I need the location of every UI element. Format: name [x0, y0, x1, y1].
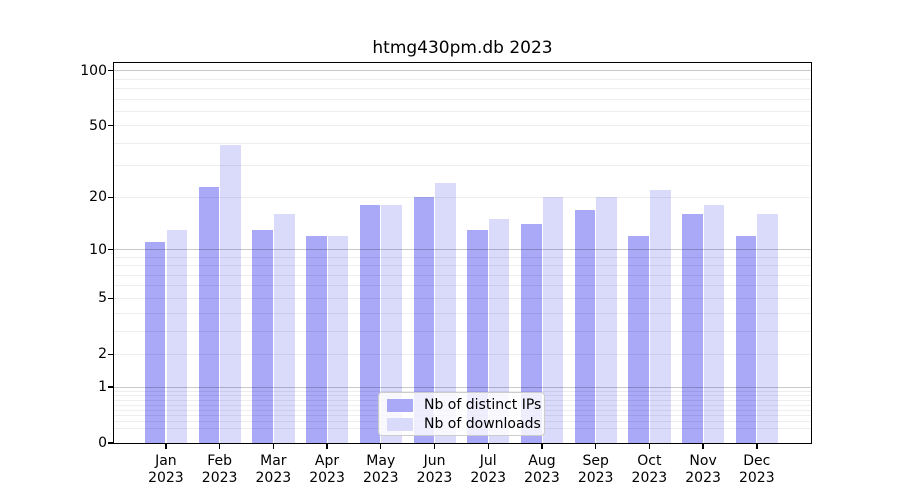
x-axis-tick-mark [380, 444, 382, 449]
y-axis-tick-label: 1 [98, 379, 107, 396]
bar-downloads [327, 236, 349, 443]
gridline-minor [114, 196, 811, 198]
gridline-minor [114, 165, 811, 167]
x-axis-tick-label: Aug 2023 [524, 453, 560, 486]
x-axis-tick-mark [648, 444, 651, 449]
y-axis-tick-mark [108, 125, 114, 127]
legend-swatch-downloads [387, 418, 413, 431]
legend-label-downloads: Nb of downloads [424, 416, 541, 432]
x-axis-tick-mark [218, 444, 221, 449]
y-axis-tick-mark [108, 196, 114, 199]
bar-downloads [435, 183, 456, 443]
bar-downloads [757, 214, 778, 443]
x-axis-tick-label: Nov 2023 [685, 453, 721, 486]
legend-item-distinct-ips: Nb of distinct IPs [379, 396, 544, 415]
gridline-minor [114, 330, 811, 332]
bar-distinct-ips [628, 236, 649, 443]
legend: Nb of distinct IPs Nb of downloads [378, 392, 545, 436]
y-axis-tick-mark [108, 353, 114, 356]
y-axis-tick-mark [108, 248, 114, 251]
y-axis-tick-label: 50 [89, 117, 107, 134]
bar-distinct-ips [467, 230, 488, 443]
x-axis-tick-label: Sep 2023 [577, 453, 614, 486]
x-axis-tick-mark [756, 444, 758, 449]
x-axis-tick-label: Mar 2023 [255, 453, 292, 486]
legend-swatch-distinct-ips [387, 399, 413, 412]
bar-downloads [273, 214, 295, 443]
x-axis-tick-label: Apr 2023 [309, 453, 345, 486]
bar-downloads [596, 197, 617, 443]
x-axis-tick-mark [272, 444, 275, 449]
plot-area [112, 61, 812, 444]
bar-distinct-ips [520, 224, 542, 443]
x-axis-tick-label: Feb 2023 [201, 453, 238, 486]
x-axis-tick-mark [541, 444, 543, 449]
bar-downloads [220, 145, 241, 443]
gridline-minor [114, 312, 811, 314]
bar-distinct-ips [682, 214, 703, 443]
gridline-minor [114, 297, 811, 299]
y-axis-tick-label: 10 [89, 241, 107, 258]
y-axis-tick-mark [108, 297, 114, 300]
gridline-minor [114, 353, 811, 355]
bar-distinct-ips [359, 205, 381, 443]
gridline-minor [114, 98, 811, 100]
x-axis-tick-label: Jan 2023 [148, 453, 184, 486]
bar-distinct-ips [574, 209, 596, 443]
gridline-minor [114, 78, 811, 80]
bar-distinct-ips [198, 186, 220, 443]
x-axis-tick-mark [702, 444, 704, 449]
y-axis-tick-label: 5 [98, 290, 107, 307]
y-axis-tick-label: 100 [80, 62, 107, 79]
gridline-minor [114, 110, 811, 112]
bar-downloads [649, 190, 671, 443]
bar-distinct-ips [144, 242, 166, 443]
bar-downloads [381, 205, 402, 443]
gridline-minor [114, 125, 811, 127]
chart-title: htmg430pm.db 2023 [372, 38, 553, 58]
legend-item-downloads: Nb of downloads [379, 415, 544, 434]
gridline-minor [114, 390, 811, 392]
y-axis-tick-label: 0 [98, 435, 107, 451]
bar-distinct-ips [306, 236, 327, 443]
legend-label-distinct-ips: Nb of distinct IPs [424, 397, 542, 413]
bar-distinct-ips [252, 230, 273, 443]
y-axis-tick-mark [108, 69, 114, 72]
gridline-minor [114, 256, 811, 258]
y-axis-tick-label: 20 [89, 189, 107, 206]
x-axis-tick-mark [433, 444, 436, 449]
bar-downloads [488, 219, 510, 443]
x-axis-tick-label: Dec 2023 [738, 453, 775, 486]
gridline-minor [114, 274, 811, 276]
bar-downloads [166, 230, 188, 443]
x-axis-tick-mark [487, 444, 489, 449]
gridline-minor [114, 265, 811, 267]
gridline-major [114, 386, 811, 388]
gridline-major [114, 249, 811, 251]
x-axis-tick-label: Jul 2023 [470, 453, 507, 486]
x-axis-tick-mark [165, 444, 167, 449]
y-axis-tick-mark [108, 442, 114, 444]
x-axis-tick-label: May 2023 [362, 453, 399, 486]
x-axis-tick-label: Jun 2023 [416, 453, 453, 486]
gridline-minor [114, 87, 811, 89]
gridline-minor [114, 285, 811, 287]
bar-downloads [703, 205, 725, 443]
x-axis-tick-mark [326, 444, 328, 449]
x-axis-tick-label: Oct 2023 [631, 453, 668, 486]
bar-downloads [542, 197, 564, 443]
y-axis-tick-label: 2 [98, 346, 107, 363]
y-axis-tick-mark [108, 386, 114, 388]
gridline-major [114, 70, 811, 72]
gridline-minor [114, 142, 811, 144]
x-axis-tick-mark [594, 444, 597, 449]
bar-distinct-ips [735, 236, 757, 443]
bar-distinct-ips [413, 197, 435, 443]
